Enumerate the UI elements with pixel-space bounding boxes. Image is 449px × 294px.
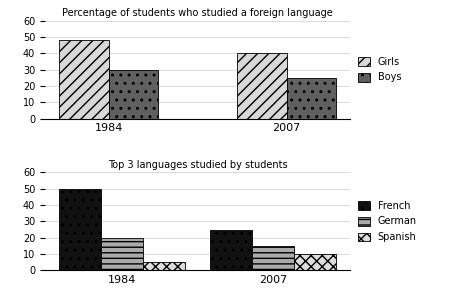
Bar [252,246,294,270]
Bar [237,53,286,118]
Bar [210,230,252,270]
Legend: French, German, Spanish: French, German, Spanish [358,201,417,242]
Bar [101,238,143,270]
Bar [286,78,336,118]
Bar [109,70,158,118]
Bar [143,262,185,270]
Bar [59,189,101,270]
Bar [59,40,109,118]
Legend: Girls, Boys: Girls, Boys [358,57,401,83]
Title: Percentage of students who studied a foreign language: Percentage of students who studied a for… [62,9,333,19]
Title: Top 3 languages studied by students: Top 3 languages studied by students [108,160,287,170]
Bar [294,254,336,270]
